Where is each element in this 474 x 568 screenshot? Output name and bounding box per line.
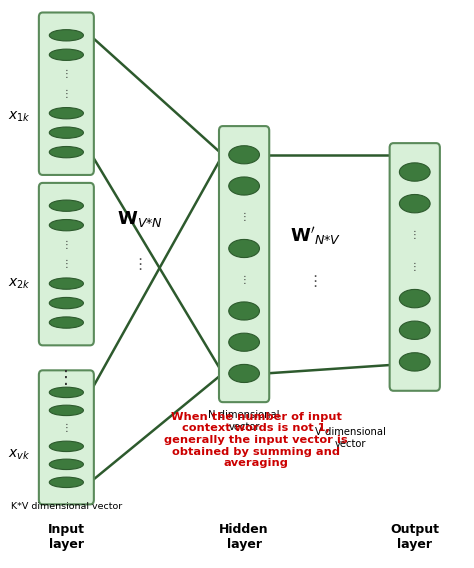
Ellipse shape [49, 317, 83, 328]
Text: Output
layer: Output layer [390, 523, 439, 551]
Ellipse shape [49, 127, 83, 139]
Text: Input
layer: Input layer [48, 523, 85, 551]
Ellipse shape [49, 459, 83, 470]
Ellipse shape [49, 49, 83, 60]
FancyBboxPatch shape [219, 126, 269, 402]
Ellipse shape [400, 290, 430, 308]
FancyBboxPatch shape [39, 370, 94, 504]
Text: V dimensional
vector: V dimensional vector [315, 427, 386, 449]
Ellipse shape [229, 365, 259, 382]
Ellipse shape [49, 405, 83, 416]
Text: $x_{vk}$: $x_{vk}$ [8, 447, 30, 462]
Text: ⋮: ⋮ [57, 369, 75, 387]
Ellipse shape [49, 477, 83, 487]
Ellipse shape [229, 302, 259, 320]
Ellipse shape [49, 30, 83, 41]
Text: ⋮: ⋮ [62, 423, 71, 433]
Text: $\mathbf{W}_{V{*}N}$: $\mathbf{W}_{V{*}N}$ [117, 208, 163, 229]
FancyBboxPatch shape [39, 183, 94, 345]
Ellipse shape [400, 353, 430, 371]
Text: ⋮: ⋮ [132, 257, 147, 272]
Ellipse shape [49, 278, 83, 289]
Ellipse shape [49, 107, 83, 119]
Text: ⋮: ⋮ [62, 69, 71, 80]
Ellipse shape [49, 441, 83, 452]
Ellipse shape [229, 177, 259, 195]
Text: $\mathbf{W'}_{N{*}V}$: $\mathbf{W'}_{N{*}V}$ [290, 225, 341, 247]
Ellipse shape [49, 219, 83, 231]
Ellipse shape [400, 194, 430, 213]
Ellipse shape [49, 200, 83, 211]
Ellipse shape [229, 333, 259, 351]
Ellipse shape [49, 298, 83, 309]
Text: ⋮: ⋮ [62, 259, 71, 269]
Text: $x_{1k}$: $x_{1k}$ [8, 109, 30, 124]
Text: ⋮: ⋮ [308, 274, 323, 289]
Text: ⋮: ⋮ [239, 275, 249, 285]
Text: ⋮: ⋮ [410, 262, 419, 272]
Text: ⋮: ⋮ [62, 89, 71, 99]
Text: Hidden
layer: Hidden layer [219, 523, 269, 551]
FancyBboxPatch shape [390, 143, 440, 391]
Text: $x_{2k}$: $x_{2k}$ [8, 277, 30, 291]
Text: ⋮: ⋮ [410, 230, 419, 240]
Text: When the number of input
context words is not 1,
generally the input vector is
o: When the number of input context words i… [164, 412, 348, 468]
Ellipse shape [400, 163, 430, 181]
Ellipse shape [229, 240, 259, 257]
FancyBboxPatch shape [39, 12, 94, 175]
Text: N dimensional
vector: N dimensional vector [209, 410, 280, 432]
Ellipse shape [400, 321, 430, 340]
Ellipse shape [229, 146, 259, 164]
Text: ⋮: ⋮ [239, 212, 249, 222]
Text: K*V dimensional vector: K*V dimensional vector [11, 502, 122, 511]
Ellipse shape [49, 387, 83, 398]
Text: ⋮: ⋮ [62, 240, 71, 250]
Ellipse shape [49, 147, 83, 158]
